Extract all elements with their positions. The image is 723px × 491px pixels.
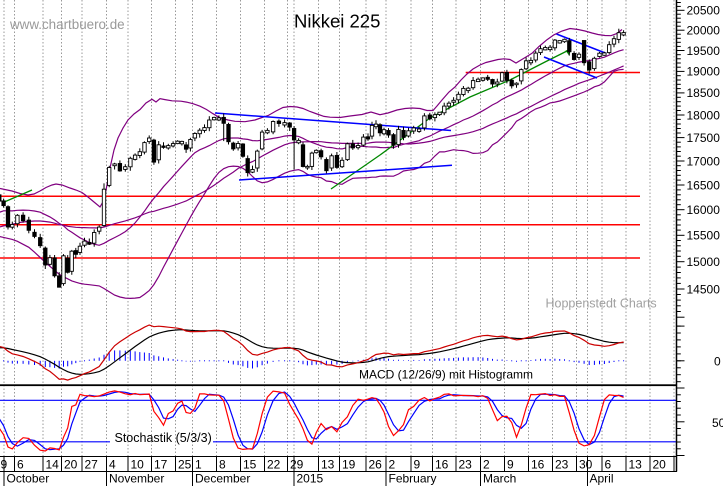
svg-text:March: March <box>483 472 516 486</box>
svg-text:Hoppenstedt Charts: Hoppenstedt Charts <box>546 297 657 311</box>
svg-text:20500: 20500 <box>687 4 721 18</box>
svg-text:8: 8 <box>219 458 226 472</box>
svg-text:Stochastik (5/3/3): Stochastik (5/3/3) <box>115 431 212 445</box>
svg-text:23: 23 <box>459 458 473 472</box>
svg-text:MACD (12/26/9) mit Histogramm: MACD (12/26/9) mit Histogramm <box>359 367 533 381</box>
svg-text:17000: 17000 <box>687 154 721 168</box>
svg-text:1: 1 <box>195 458 202 472</box>
svg-text:20: 20 <box>64 458 78 472</box>
svg-text:14: 14 <box>46 458 60 472</box>
svg-text:17: 17 <box>154 458 168 472</box>
svg-text:15500: 15500 <box>687 229 721 243</box>
svg-text:2: 2 <box>483 458 490 472</box>
svg-text:16: 16 <box>531 458 545 472</box>
svg-text:22: 22 <box>267 458 281 472</box>
svg-text:13: 13 <box>629 458 643 472</box>
svg-text:16500: 16500 <box>687 178 721 192</box>
svg-text:26: 26 <box>369 458 383 472</box>
svg-text:14500: 14500 <box>687 282 721 296</box>
svg-text:18500: 18500 <box>687 86 721 100</box>
svg-text:10: 10 <box>131 458 145 472</box>
svg-text:17500: 17500 <box>687 131 721 145</box>
svg-text:29: 29 <box>290 458 304 472</box>
svg-text:December: December <box>195 472 250 486</box>
svg-text:16000: 16000 <box>687 203 721 217</box>
svg-text:18000: 18000 <box>687 108 721 122</box>
svg-text:9: 9 <box>414 458 421 472</box>
svg-text:February: February <box>389 472 437 486</box>
svg-text:19500: 19500 <box>687 44 721 58</box>
svg-text:20: 20 <box>653 458 667 472</box>
svg-text:www.chartbuero.de: www.chartbuero.de <box>9 17 125 32</box>
svg-text:0: 0 <box>714 354 721 368</box>
svg-text:25: 25 <box>178 458 192 472</box>
svg-text:2015: 2015 <box>297 472 324 486</box>
svg-text:9: 9 <box>1 458 8 472</box>
svg-text:50: 50 <box>712 416 723 430</box>
svg-text:6: 6 <box>17 458 24 472</box>
svg-text:19000: 19000 <box>687 65 721 79</box>
svg-text:19: 19 <box>342 458 356 472</box>
svg-text:4: 4 <box>109 458 116 472</box>
svg-text:Nikkei 225: Nikkei 225 <box>294 11 380 32</box>
svg-text:October: October <box>7 472 50 486</box>
svg-text:20000: 20000 <box>687 24 721 38</box>
svg-text:6: 6 <box>605 458 612 472</box>
svg-text:15000: 15000 <box>687 255 721 269</box>
svg-text:November: November <box>109 472 164 486</box>
svg-text:2: 2 <box>389 458 396 472</box>
svg-text:15: 15 <box>243 458 257 472</box>
svg-text:30: 30 <box>579 458 593 472</box>
svg-text:April: April <box>590 472 614 486</box>
svg-text:16: 16 <box>435 458 449 472</box>
svg-text:13: 13 <box>321 458 335 472</box>
svg-text:23: 23 <box>555 458 569 472</box>
svg-text:27: 27 <box>85 458 99 472</box>
svg-text:9: 9 <box>507 458 514 472</box>
